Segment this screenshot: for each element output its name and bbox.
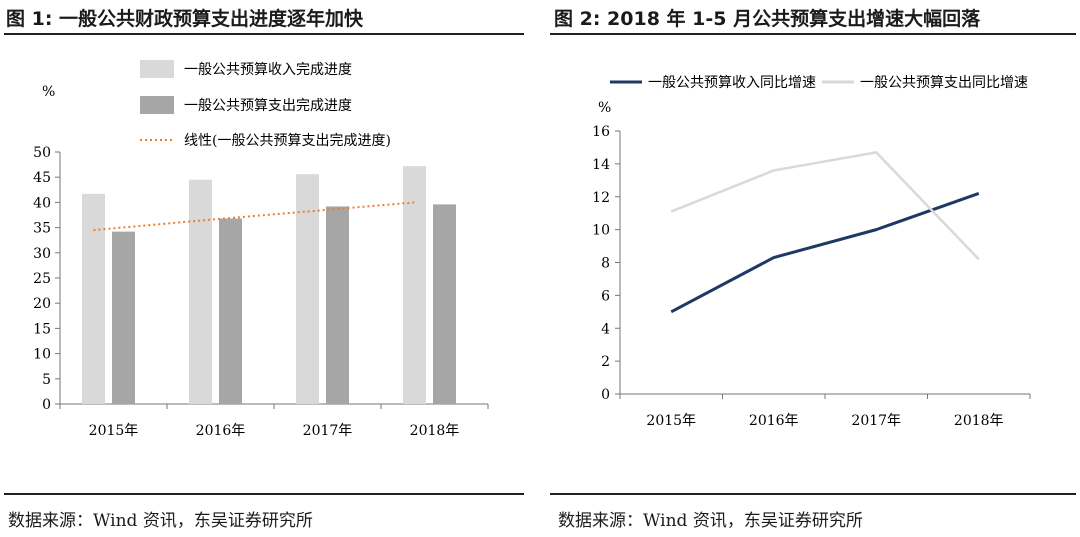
left-source-note: 数据来源：Wind 资讯，东吴证券研究所 (8, 511, 313, 531)
y-tick-label: 12 (592, 190, 610, 206)
legend-label-expenditure: 一般公共预算支出完成进度 (184, 98, 352, 114)
x-tick-label: 2018年 (954, 413, 1004, 429)
left-bottom-rule (4, 493, 524, 495)
y-tick-label: 16 (592, 124, 610, 140)
y-tick-label: 8 (601, 256, 610, 272)
left-title-rule (4, 33, 524, 35)
x-tick-label: 2016年 (749, 413, 799, 429)
y-tick-label: 25 (33, 271, 51, 287)
y-tick-label: 40 (33, 195, 51, 211)
bar-expenditure-progress (433, 204, 456, 404)
legend-label-expenditure-growth: 一般公共预算支出同比增速 (860, 75, 1028, 91)
bar-expenditure-progress (219, 218, 242, 404)
trend-line-expenditure (93, 201, 415, 232)
y-tick-label: 15 (33, 321, 51, 337)
bar-revenue-progress (296, 174, 319, 404)
x-tick-label: 2017年 (303, 423, 353, 439)
y-tick-label: 2 (601, 354, 610, 370)
legend-swatch-revenue (140, 60, 174, 78)
x-tick-label: 2018年 (410, 423, 460, 439)
x-tick-label: 2015年 (89, 423, 139, 439)
legend-label-revenue: 一般公共预算收入完成进度 (184, 62, 352, 78)
y-tick-label: 5 (42, 372, 51, 388)
bar-revenue-progress (189, 179, 212, 404)
y-tick-label: 10 (33, 347, 51, 363)
right-bottom-rule (550, 493, 1076, 495)
right-title-rule (550, 33, 1076, 35)
bar-revenue-progress (403, 166, 426, 404)
y-tick-label: 0 (601, 387, 610, 403)
left-bar-chart: % 0 5 10 15 20 25 30 35 40 45 50 2015年 2016年 2017年 2018… (33, 60, 489, 439)
bar-revenue-progress (82, 193, 105, 404)
y-tick-label: 20 (33, 296, 51, 312)
x-tick-label: 2016年 (196, 423, 246, 439)
y-tick-label: 30 (33, 246, 51, 262)
x-tick-label: 2017年 (851, 413, 901, 429)
right-source-note: 数据来源：Wind 资讯，东吴证券研究所 (558, 511, 863, 531)
y-tick-label: 35 (33, 221, 51, 237)
y-tick-label: 45 (33, 170, 51, 186)
line-revenue-growth (670, 192, 980, 314)
left-chart-title: 图 1: 一般公共财政预算支出进度逐年加快 (6, 8, 364, 30)
y-tick-label: 6 (601, 288, 610, 304)
y-tick-label: 4 (601, 321, 610, 337)
right-line-chart: % 0 2 4 6 8 10 12 14 16 2015年 2016年 2017年 2018年 一般公共预算… (592, 75, 1031, 429)
y-tick-label: 0 (42, 397, 51, 413)
legend-label-trend: 线性(一般公共预算支出完成进度) (184, 133, 391, 149)
y-axis-unit-label: % (598, 100, 611, 116)
y-tick-label: 50 (33, 145, 51, 161)
y-tick-label: 14 (592, 157, 610, 173)
legend-label-revenue-growth: 一般公共预算收入同比增速 (648, 75, 816, 91)
line-expenditure-growth (670, 151, 980, 261)
y-axis-unit-label: % (42, 84, 55, 100)
right-chart-title: 图 2: 2018 年 1-5 月公共预算支出增速大幅回落 (554, 8, 981, 30)
legend-swatch-expenditure (140, 96, 174, 114)
bar-expenditure-progress (112, 231, 135, 404)
bar-expenditure-progress (326, 206, 349, 404)
y-tick-label: 10 (592, 223, 610, 239)
x-tick-label: 2015年 (646, 413, 696, 429)
